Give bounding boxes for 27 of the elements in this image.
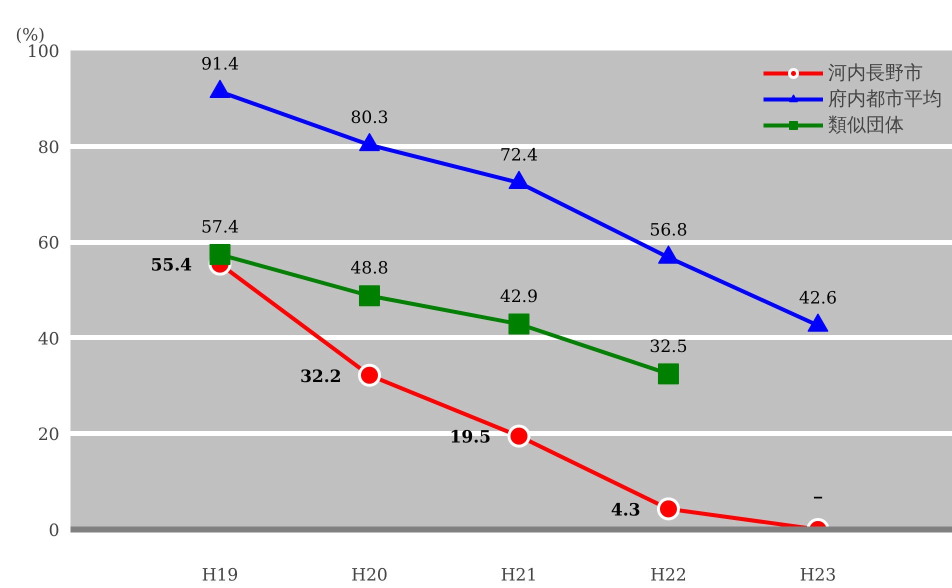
y-tick-label: 60 <box>38 234 60 254</box>
data-label: 55.4 <box>150 256 192 276</box>
x-tick-label: H21 <box>500 566 538 586</box>
x-tick-label: H20 <box>351 566 388 586</box>
data-label: 57.4 <box>201 218 239 238</box>
data-label: 72.4 <box>500 146 538 166</box>
x-tick-label: H19 <box>202 566 238 586</box>
y-tick-label: 40 <box>38 329 60 350</box>
x-tick-label: H23 <box>800 566 836 586</box>
data-label: 91.4 <box>201 54 239 75</box>
data-label: 32.5 <box>650 336 688 357</box>
data-label: 56.8 <box>650 220 688 240</box>
data-label: 42.6 <box>799 288 837 308</box>
data-label: 4.3 <box>610 500 640 520</box>
data-label: 42.9 <box>500 287 538 308</box>
legend-label: 河内長野市 <box>828 61 923 86</box>
legend-label: 類似団体 <box>828 113 904 138</box>
data-label: 48.8 <box>350 258 388 279</box>
data-label: － <box>809 488 826 508</box>
data-label: 19.5 <box>450 428 491 448</box>
data-label: 80.3 <box>350 108 388 128</box>
data-label: 32.2 <box>300 366 342 387</box>
x-tick-label: H22 <box>650 566 687 586</box>
legend-label: 府内都市平均 <box>828 87 942 112</box>
y-tick-label: 80 <box>38 138 60 158</box>
y-tick-label: 0 <box>48 521 60 541</box>
y-tick-label: 20 <box>38 425 60 446</box>
